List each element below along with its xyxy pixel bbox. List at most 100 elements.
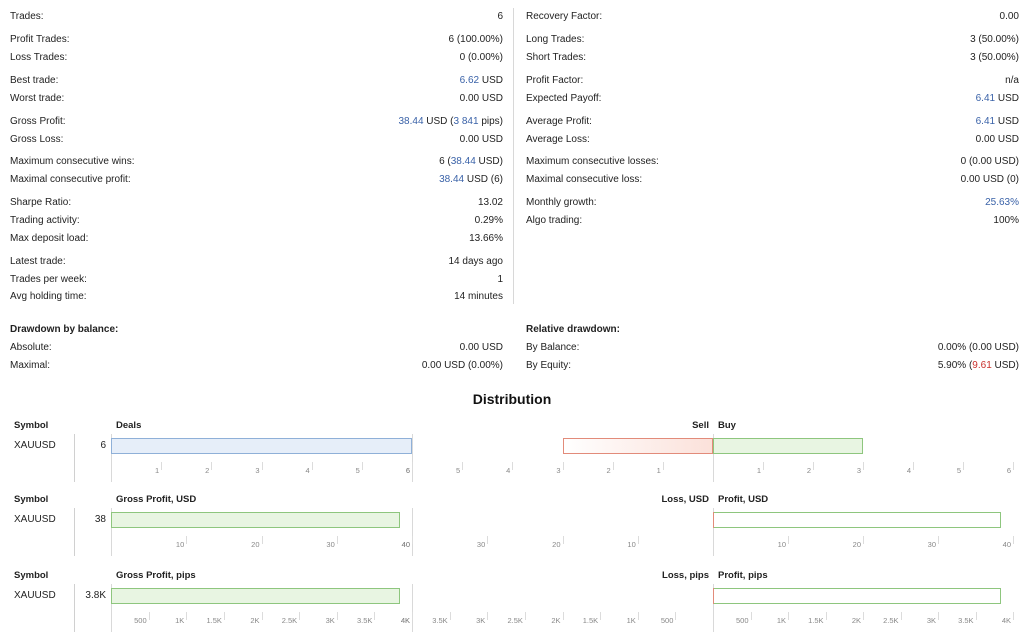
stat-value: 6.62 USD [460,74,503,88]
axis-line [111,584,112,632]
tick-mark [336,536,338,544]
axis-line [713,434,714,482]
tick-mark [562,536,564,544]
tick-mark [863,462,864,470]
tick-label: 10 [777,540,786,549]
stat-row: Maximal consecutive profit: 38.44 USD (6) [10,173,503,187]
stat-row: Short Trades: 3 (50.00%) [526,51,1019,65]
tick-mark [211,462,213,470]
stat-row: Maximum consecutive losses: 0 (0.00 USD) [526,155,1019,169]
tick-label: 3 [255,466,260,475]
tick-label: 2.5K [507,616,523,625]
tick-label: 30 [476,540,486,549]
stat-value-text: 5.90% ( [937,360,973,371]
stat-value: 0.00 [1000,10,1019,24]
buy-chart-header: Buy [718,420,736,431]
axis-line [412,584,413,632]
tick-label: 4K [400,616,410,625]
stat-value-highlight: 6.41 [975,93,996,104]
tick-mark [562,462,564,470]
stat-value-text: 0.00 USD [459,93,503,104]
stat-value: 0 (0.00%) [460,51,503,65]
stat-row: Maximal: 0.00 USD (0.00%) [10,359,503,373]
tick-mark [361,462,363,470]
stat-row: Trades per week: 1 [10,273,503,287]
stat-value: 13.66% [469,232,503,246]
stat-label: Absolute: [10,342,52,353]
tick-label: 1 [154,466,160,475]
buy-bar [713,588,1002,604]
left-chart-header: Gross Profit, pips [116,570,196,581]
tick-mark [612,462,614,470]
stat-row: Long Trades: 3 (50.00%) [526,33,1019,47]
stat-row: Latest trade: 14 days ago [10,255,503,269]
stat-label: Best trade: [10,75,59,86]
distribution-title: Distribution [472,391,552,407]
stat-row: Maximum consecutive wins: 6 (38.44 USD) [10,155,503,169]
stat-value: 6 (100.00%) [449,33,503,47]
stat-label: Average Loss: [526,134,590,145]
tick-label: 3 [556,466,561,475]
tick-label: 2 [205,466,210,475]
tick-mark [813,462,814,470]
stat-value-highlight: 38.44 [439,174,465,185]
stat-row: Worst trade: 0.00 USD [10,92,503,106]
left-bar [111,588,401,604]
tick-label: 4 [305,466,310,475]
stat-value: 3 (50.00%) [970,33,1019,47]
stat-row: Average Profit: 6.41 USD [526,115,1019,129]
tick-label: 3.5K [432,616,448,625]
tick-label: 5 [956,466,961,475]
stat-row: Trading activity: 0.29% [10,214,503,228]
tick-mark [788,536,789,544]
stat-label: Sharpe Ratio: [10,197,72,208]
tick-mark [524,612,526,620]
tick-mark [938,536,939,544]
tick-mark [750,612,752,620]
tick-mark [763,462,764,470]
tick-label: 4 [906,466,911,475]
stat-value-highlight: 6.41 [975,116,996,127]
stat-row: Recovery Factor: 0.00 [526,10,1019,24]
tick-label: 5 [355,466,360,475]
left-bar [111,438,412,454]
deal-count: 6 [100,440,106,451]
tick-label: 2K [250,616,260,625]
stat-row: Best trade: 6.62 USD [10,74,503,88]
stat-label: Long Trades: [526,34,585,45]
sell-chart-header: Loss, USD [661,494,709,505]
stat-label: Loss Trades: [10,52,68,63]
tick-label: 2K [551,616,561,625]
tick-mark [788,612,789,620]
stat-value-text: 14 days ago [448,256,504,267]
stat-value: 0.00 USD (0.00%) [422,359,503,373]
stat-value-text: 3 (50.00%) [970,52,1019,63]
tick-mark [412,612,413,620]
stat-value-text: 6 (100.00%) [448,34,503,45]
stat-value: 38.44 USD (6) [439,173,503,187]
tick-label: 20 [251,540,260,549]
stat-row: Max deposit load: 13.66% [10,232,503,246]
buy-bar [713,512,1002,528]
tick-label: 3 [856,466,861,475]
stat-value-text: 100% [993,215,1019,226]
stat-value: 0.00 USD [976,133,1019,147]
tick-mark [1013,462,1014,470]
buy-chart-header: Profit, USD [718,494,769,505]
stat-value-negative: 9.61 [972,360,992,371]
symbol-separator [74,434,75,482]
stat-label: Maximal consecutive profit: [10,174,131,185]
tick-mark [512,462,514,470]
tick-mark [637,612,639,620]
stat-value-text: 0.00 [999,11,1019,22]
stat-value-text: USD) [991,360,1019,371]
stat-row: Gross Profit: 38.44 USD (3 841 pips) [10,115,503,129]
tick-mark [900,612,902,620]
tick-mark [863,536,864,544]
tick-label: 2 [806,466,811,475]
tick-label: 1.5K [206,616,222,625]
tick-mark [261,462,263,470]
tick-label: 4K [400,616,410,625]
tick-mark [462,462,464,470]
tick-mark [487,612,489,620]
